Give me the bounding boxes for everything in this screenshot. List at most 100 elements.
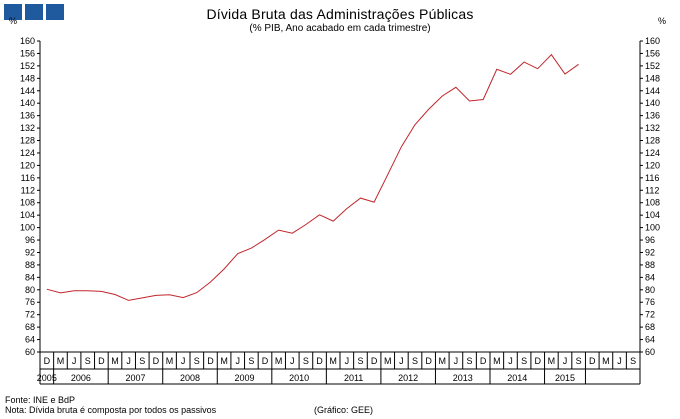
x-month-label: S: [85, 356, 91, 366]
x-month-label: M: [57, 356, 65, 366]
y-tick-label-left: 160: [20, 36, 35, 46]
y-tick-label-right: 104: [645, 210, 660, 220]
x-month-label: M: [329, 356, 337, 366]
x-month-label: S: [357, 356, 363, 366]
y-tick-label-right: 120: [645, 160, 660, 170]
x-month-label: J: [126, 356, 131, 366]
x-month-label: S: [521, 356, 527, 366]
y-tick-label-right: 160: [645, 36, 660, 46]
x-month-label: S: [412, 356, 418, 366]
y-tick-label-right: 60: [645, 347, 655, 357]
x-month-label: M: [275, 356, 283, 366]
y-tick-label-right: 116: [645, 173, 659, 183]
x-year-label: 2014: [507, 373, 527, 383]
x-month-label: M: [493, 356, 501, 366]
y-tick-label-left: 152: [20, 61, 35, 71]
x-month-label: J: [290, 356, 295, 366]
chart-title: Dívida Bruta das Administrações Públicas: [206, 6, 474, 22]
y-tick-label-left: 96: [25, 235, 35, 245]
y-tick-label-left: 132: [20, 123, 35, 133]
x-month-label: D: [316, 356, 323, 366]
x-year-label: 2006: [71, 373, 91, 383]
x-year-label: 2005: [37, 373, 57, 383]
x-month-label: D: [207, 356, 214, 366]
y-tick-label-left: 84: [25, 272, 35, 282]
y-tick-label-left: 136: [20, 111, 35, 121]
y-tick-label-right: 100: [645, 223, 660, 233]
y-tick-label-right: 148: [645, 73, 660, 83]
x-year-label: 2009: [235, 373, 255, 383]
x-month-label: D: [153, 356, 160, 366]
logo-square: [4, 4, 22, 20]
x-month-label: D: [98, 356, 105, 366]
y-tick-label-left: 148: [20, 73, 35, 83]
x-month-label: M: [439, 356, 447, 366]
y-tick-label-left: 76: [25, 297, 35, 307]
y-tick-label-right: 88: [645, 260, 655, 270]
y-tick-label-left: 140: [20, 98, 35, 108]
y-tick-label-right: 152: [645, 61, 660, 71]
y-tick-label-right: 128: [645, 136, 660, 146]
y-tick-label-right: 84: [645, 272, 655, 282]
x-month-label: D: [371, 356, 378, 366]
x-month-label: J: [563, 356, 568, 366]
y-tick-label-left: 80: [25, 285, 35, 295]
y-tick-label-left: 104: [20, 210, 35, 220]
left-axis-unit: %: [9, 16, 18, 26]
y-tick-label-left: 92: [25, 247, 35, 257]
x-month-label: J: [235, 356, 240, 366]
x-month-label: J: [345, 356, 350, 366]
x-month-label: D: [44, 356, 51, 366]
x-year-label: 2012: [398, 373, 418, 383]
y-tick-label-right: 112: [645, 185, 659, 195]
y-tick-label-left: 144: [20, 86, 35, 96]
y-tick-label-right: 140: [645, 98, 660, 108]
y-tick-label-right: 144: [645, 86, 660, 96]
x-month-label: S: [630, 356, 636, 366]
y-tick-label-left: 120: [20, 160, 35, 170]
y-tick-label-right: 108: [645, 198, 660, 208]
x-month-label: M: [602, 356, 610, 366]
y-tick-label-right: 132: [645, 123, 660, 133]
y-tick-label-right: 124: [645, 148, 660, 158]
y-tick-label-right: 68: [645, 322, 655, 332]
x-month-label: J: [72, 356, 77, 366]
right-axis-unit: %: [658, 16, 667, 26]
x-month-label: D: [589, 356, 596, 366]
x-month-label: S: [303, 356, 309, 366]
y-tick-label-right: 156: [645, 48, 660, 58]
x-month-label: J: [454, 356, 459, 366]
y-tick-label-right: 96: [645, 235, 655, 245]
x-year-label: 2010: [289, 373, 309, 383]
x-month-label: M: [166, 356, 174, 366]
y-tick-label-left: 100: [20, 223, 35, 233]
y-tick-label-left: 116: [21, 173, 35, 183]
x-month-label: M: [111, 356, 119, 366]
x-month-label: M: [220, 356, 228, 366]
chart-subtitle: (% PIB, Ano acabado em cada trimestre): [249, 23, 431, 34]
y-tick-label-left: 60: [25, 347, 35, 357]
y-tick-label-left: 72: [25, 310, 35, 320]
x-month-label: M: [384, 356, 392, 366]
y-tick-label-left: 124: [20, 148, 35, 158]
y-tick-label-left: 64: [25, 335, 35, 345]
y-tick-label-right: 136: [645, 111, 660, 121]
x-month-label: J: [399, 356, 404, 366]
y-tick-label-right: 76: [645, 297, 655, 307]
logo-square: [25, 4, 43, 20]
y-tick-label-left: 108: [20, 198, 35, 208]
chart-credit: (Gráfico: GEE): [314, 405, 374, 415]
x-month-label: D: [534, 356, 541, 366]
footnote: Nota: Dívida bruta é composta por todos …: [5, 405, 217, 415]
x-month-label: J: [617, 356, 622, 366]
x-month-label: S: [194, 356, 200, 366]
y-tick-label-right: 92: [645, 247, 655, 257]
x-month-label: S: [248, 356, 254, 366]
x-year-label: 2011: [344, 373, 363, 383]
x-month-label: D: [262, 356, 269, 366]
x-month-label: S: [467, 356, 473, 366]
y-tick-label-left: 88: [25, 260, 35, 270]
x-month-label: D: [425, 356, 432, 366]
y-tick-label-right: 72: [645, 310, 655, 320]
